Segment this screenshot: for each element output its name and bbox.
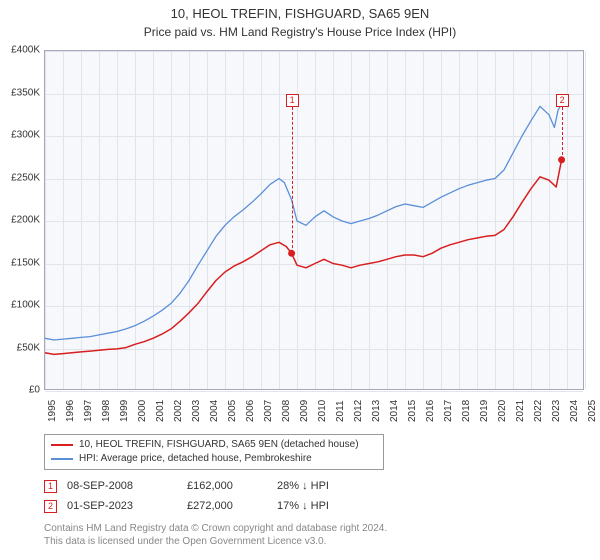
x-axis-tick-label: 1997 — [83, 400, 94, 422]
y-axis-tick-label: £400K — [0, 45, 40, 56]
legend-box: 10, HEOL TREFIN, FISHGUARD, SA65 9EN (de… — [44, 434, 384, 470]
x-axis-tick-label: 1995 — [47, 400, 58, 422]
x-axis-tick-label: 2012 — [353, 400, 364, 422]
x-axis-tick-label: 2025 — [587, 400, 598, 422]
y-axis-tick-label: £50K — [0, 342, 40, 353]
line-series-svg — [45, 51, 583, 389]
marker-dropline — [292, 107, 293, 254]
chart-subtitle: Price paid vs. HM Land Registry's House … — [0, 23, 600, 43]
legend-item-property: 10, HEOL TREFIN, FISHGUARD, SA65 9EN (de… — [51, 438, 377, 452]
x-axis-tick-label: 2007 — [263, 400, 274, 422]
transaction-marker: 1 — [44, 480, 57, 493]
x-axis-tick-label: 2008 — [281, 400, 292, 422]
x-axis-tick-label: 2009 — [299, 400, 310, 422]
transaction-pct: 17% ↓ HPI — [277, 500, 397, 512]
x-axis-tick-label: 1998 — [101, 400, 112, 422]
chart-title: 10, HEOL TREFIN, FISHGUARD, SA65 9EN — [0, 0, 600, 23]
x-axis-tick-label: 2022 — [533, 400, 544, 422]
x-axis-tick-label: 2001 — [155, 400, 166, 422]
y-axis-tick-label: £150K — [0, 257, 40, 268]
series-property — [45, 160, 562, 355]
transaction-pct: 28% ↓ HPI — [277, 480, 397, 492]
marker-dropline — [562, 107, 563, 160]
footer-line: This data is licensed under the Open Gov… — [44, 535, 387, 548]
y-axis-tick-label: £350K — [0, 87, 40, 98]
plot-area: 12 — [44, 50, 584, 390]
transaction-row: 2 01-SEP-2023 £272,000 17% ↓ HPI — [44, 496, 397, 516]
marker-label: 1 — [286, 94, 299, 107]
x-axis-tick-label: 2006 — [245, 400, 256, 422]
legend-swatch — [51, 444, 73, 446]
chart-container: 10, HEOL TREFIN, FISHGUARD, SA65 9EN Pri… — [0, 0, 600, 560]
legend-item-hpi: HPI: Average price, detached house, Pemb… — [51, 452, 377, 466]
x-axis-tick-label: 2017 — [443, 400, 454, 422]
transaction-marker: 2 — [44, 500, 57, 513]
x-axis-tick-label: 2002 — [173, 400, 184, 422]
legend-swatch — [51, 458, 73, 460]
x-axis-tick-label: 2024 — [569, 400, 580, 422]
x-axis-tick-label: 2018 — [461, 400, 472, 422]
x-axis-tick-label: 2015 — [407, 400, 418, 422]
x-axis-tick-label: 2016 — [425, 400, 436, 422]
marker-label: 2 — [556, 94, 569, 107]
transaction-price: £272,000 — [187, 500, 267, 512]
series-hpi — [45, 100, 567, 340]
x-axis-tick-label: 2019 — [479, 400, 490, 422]
x-axis-tick-label: 2000 — [137, 400, 148, 422]
transaction-date: 01-SEP-2023 — [67, 500, 177, 512]
x-axis-tick-label: 2003 — [191, 400, 202, 422]
transaction-price: £162,000 — [187, 480, 267, 492]
y-axis-tick-label: £100K — [0, 300, 40, 311]
transaction-row: 1 08-SEP-2008 £162,000 28% ↓ HPI — [44, 476, 397, 496]
x-axis-tick-label: 1996 — [65, 400, 76, 422]
transaction-table: 1 08-SEP-2008 £162,000 28% ↓ HPI 2 01-SE… — [44, 476, 397, 516]
legend-label: HPI: Average price, detached house, Pemb… — [79, 452, 312, 466]
transaction-date: 08-SEP-2008 — [67, 480, 177, 492]
x-axis-tick-label: 2023 — [551, 400, 562, 422]
x-axis-tick-label: 2014 — [389, 400, 400, 422]
y-axis-tick-label: £0 — [0, 385, 40, 396]
y-axis-tick-label: £250K — [0, 172, 40, 183]
x-axis-tick-label: 2005 — [227, 400, 238, 422]
y-axis-tick-label: £300K — [0, 130, 40, 141]
x-axis-tick-label: 2011 — [335, 400, 346, 422]
footer-line: Contains HM Land Registry data © Crown c… — [44, 522, 387, 535]
x-axis-tick-label: 2004 — [209, 400, 220, 422]
x-axis-tick-label: 2021 — [515, 400, 526, 422]
x-axis-tick-label: 2013 — [371, 400, 382, 422]
x-axis-tick-label: 2020 — [497, 400, 508, 422]
x-axis-tick-label: 2010 — [317, 400, 328, 422]
x-axis-tick-label: 1999 — [119, 400, 130, 422]
legend-label: 10, HEOL TREFIN, FISHGUARD, SA65 9EN (de… — [79, 438, 359, 452]
y-axis-tick-label: £200K — [0, 215, 40, 226]
footer-attribution: Contains HM Land Registry data © Crown c… — [44, 522, 387, 548]
